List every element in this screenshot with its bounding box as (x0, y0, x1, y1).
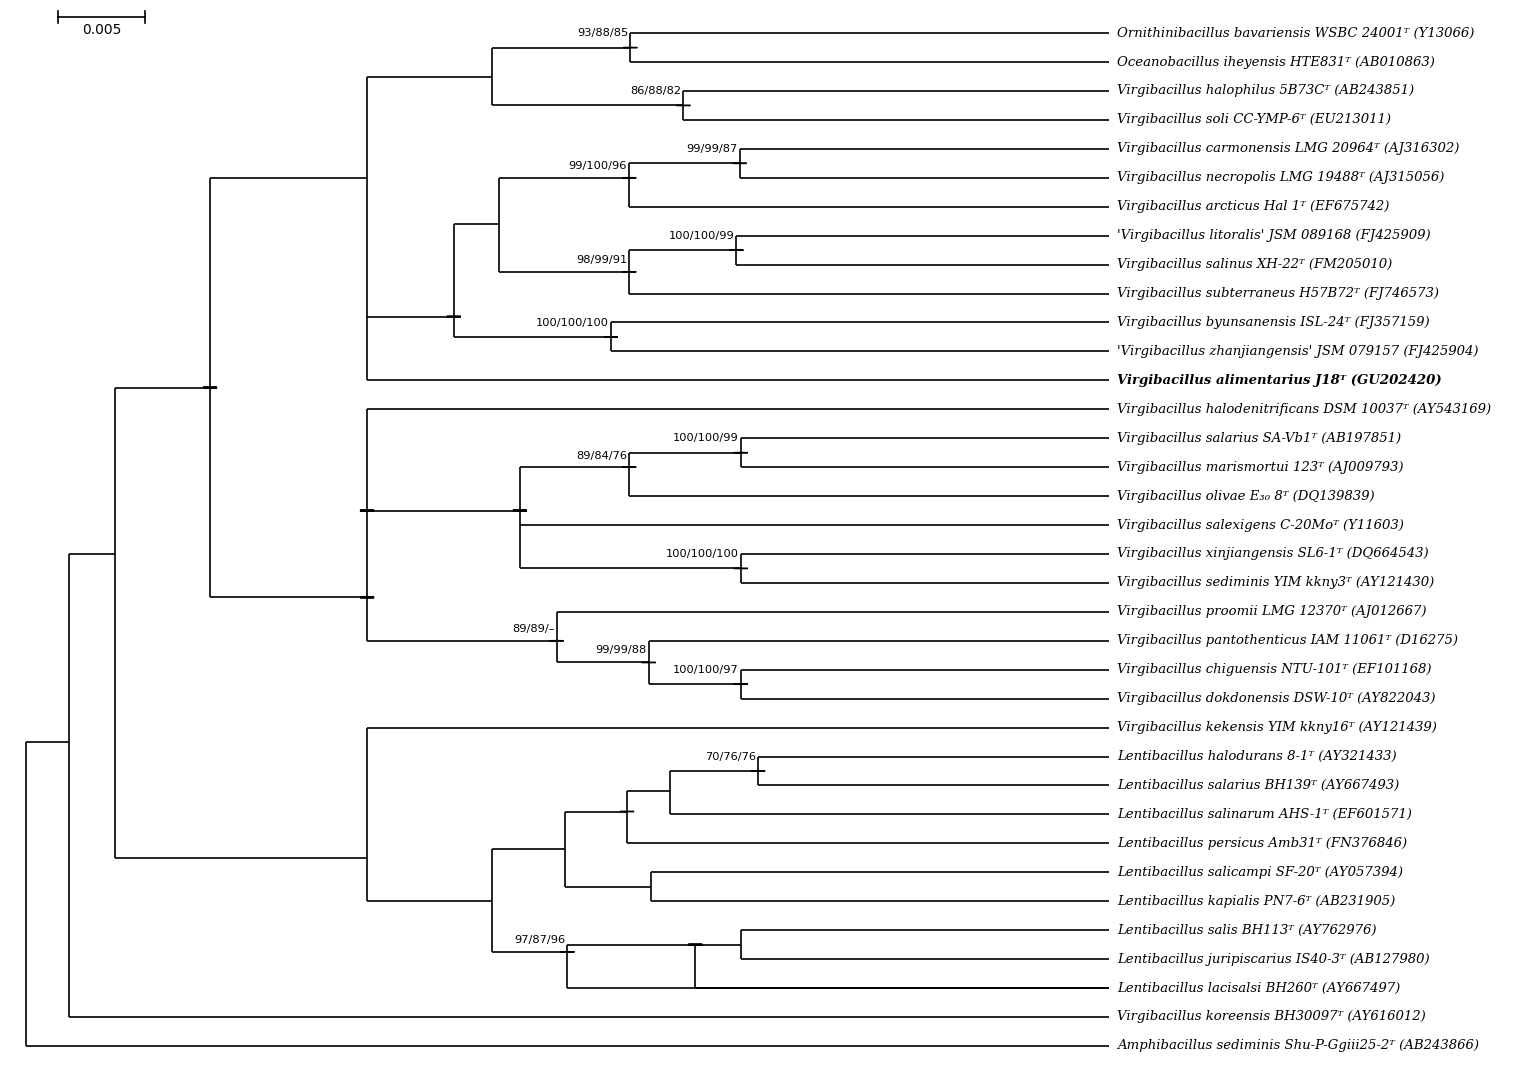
Text: 98/99/91: 98/99/91 (576, 255, 627, 264)
Text: 100/100/100: 100/100/100 (536, 317, 609, 328)
Text: Virgibacillus carmonensis LMG 20964ᵀ (AJ316302): Virgibacillus carmonensis LMG 20964ᵀ (AJ… (1116, 142, 1459, 155)
Text: Virgibacillus olivae E₃₀ 8ᵀ (DQ139839): Virgibacillus olivae E₃₀ 8ᵀ (DQ139839) (1116, 490, 1374, 503)
Text: Amphibacillus sediminis Shu-P-Ggiii25-2ᵀ (AB243866): Amphibacillus sediminis Shu-P-Ggiii25-2ᵀ… (1116, 1039, 1479, 1052)
Text: Virgibacillus halodenitrificans DSM 10037ᵀ (AY543169): Virgibacillus halodenitrificans DSM 1003… (1116, 402, 1491, 415)
Text: Lentibacillus halodurans 8-1ᵀ (AY321433): Lentibacillus halodurans 8-1ᵀ (AY321433) (1116, 750, 1397, 763)
Text: 97/87/96: 97/87/96 (515, 934, 565, 944)
Text: 'Virgibacillus zhanjiangensis' JSM 079157 (FJ425904): 'Virgibacillus zhanjiangensis' JSM 07915… (1116, 345, 1479, 358)
Text: Virgibacillus pantothenticus IAM 11061ᵀ (D16275): Virgibacillus pantothenticus IAM 11061ᵀ … (1116, 634, 1458, 647)
Text: 70/76/76: 70/76/76 (705, 752, 755, 762)
Text: Virgibacillus alimentarius J18ᵀ (GU202420): Virgibacillus alimentarius J18ᵀ (GU20242… (1116, 373, 1441, 387)
Text: Lentibacillus salis BH113ᵀ (AY762976): Lentibacillus salis BH113ᵀ (AY762976) (1116, 924, 1377, 937)
Text: 93/88/85: 93/88/85 (577, 28, 627, 39)
Text: Virgibacillus salinus XH-22ᵀ (FM205010): Virgibacillus salinus XH-22ᵀ (FM205010) (1116, 258, 1392, 271)
Text: 86/88/82: 86/88/82 (631, 86, 681, 96)
Text: 100/100/97: 100/100/97 (673, 665, 739, 675)
Text: Virgibacillus subterraneus H57B72ᵀ (FJ746573): Virgibacillus subterraneus H57B72ᵀ (FJ74… (1116, 287, 1439, 300)
Text: Lentibacillus salicampi SF-20ᵀ (AY057394): Lentibacillus salicampi SF-20ᵀ (AY057394… (1116, 865, 1403, 878)
Text: Virgibacillus soli CC-YMP-6ᵀ (EU213011): Virgibacillus soli CC-YMP-6ᵀ (EU213011) (1116, 113, 1390, 126)
Text: Virgibacillus halophilus 5B73Cᵀ (AB243851): Virgibacillus halophilus 5B73Cᵀ (AB24385… (1116, 84, 1413, 97)
Text: Lentibacillus juripiscarius IS40-3ᵀ (AB127980): Lentibacillus juripiscarius IS40-3ᵀ (AB1… (1116, 953, 1430, 966)
Text: Virgibacillus salarius SA-Vb1ᵀ (AB197851): Virgibacillus salarius SA-Vb1ᵀ (AB197851… (1116, 432, 1401, 445)
Text: 89/84/76: 89/84/76 (576, 451, 627, 461)
Text: 99/99/88: 99/99/88 (595, 645, 647, 655)
Text: 0.005: 0.005 (82, 23, 122, 37)
Text: 100/100/99: 100/100/99 (669, 231, 734, 241)
Text: 'Virgibacillus litoralis' JSM 089168 (FJ425909): 'Virgibacillus litoralis' JSM 089168 (FJ… (1116, 229, 1430, 242)
Text: Virgibacillus proomii LMG 12370ᵀ (AJ012667): Virgibacillus proomii LMG 12370ᵀ (AJ0126… (1116, 605, 1426, 618)
Text: 99/100/96: 99/100/96 (568, 162, 627, 172)
Text: Virgibacillus sediminis YIM kkny3ᵀ (AY121430): Virgibacillus sediminis YIM kkny3ᵀ (AY12… (1116, 576, 1435, 589)
Text: 89/89/–: 89/89/– (512, 624, 554, 633)
Text: Oceanobacillus iheyensis HTE831ᵀ (AB010863): Oceanobacillus iheyensis HTE831ᵀ (AB0108… (1116, 55, 1435, 69)
Text: Lentibacillus persicus Amb31ᵀ (FN376846): Lentibacillus persicus Amb31ᵀ (FN376846) (1116, 837, 1407, 850)
Text: 99/99/87: 99/99/87 (687, 145, 737, 154)
Text: Ornithinibacillus bavariensis WSBC 24001ᵀ (Y13066): Ornithinibacillus bavariensis WSBC 24001… (1116, 27, 1474, 40)
Text: Lentibacillus salinarum AHS-1ᵀ (EF601571): Lentibacillus salinarum AHS-1ᵀ (EF601571… (1116, 808, 1412, 821)
Text: Virgibacillus necropolis LMG 19488ᵀ (AJ315056): Virgibacillus necropolis LMG 19488ᵀ (AJ3… (1116, 172, 1444, 185)
Text: Lentibacillus lacisalsi BH260ᵀ (AY667497): Lentibacillus lacisalsi BH260ᵀ (AY667497… (1116, 982, 1400, 995)
Text: 100/100/99: 100/100/99 (673, 434, 739, 443)
Text: 100/100/100: 100/100/100 (666, 549, 739, 559)
Text: Virgibacillus koreensis BH30097ᵀ (AY616012): Virgibacillus koreensis BH30097ᵀ (AY6160… (1116, 1010, 1426, 1024)
Text: Virgibacillus salexigens C-20Moᵀ (Y11603): Virgibacillus salexigens C-20Moᵀ (Y11603… (1116, 519, 1404, 532)
Text: Virgibacillus arcticus Hal 1ᵀ (EF675742): Virgibacillus arcticus Hal 1ᵀ (EF675742) (1116, 201, 1389, 214)
Text: Virgibacillus byunsanensis ISL-24ᵀ (FJ357159): Virgibacillus byunsanensis ISL-24ᵀ (FJ35… (1116, 316, 1430, 329)
Text: Virgibacillus chiguensis NTU-101ᵀ (EF101168): Virgibacillus chiguensis NTU-101ᵀ (EF101… (1116, 664, 1432, 677)
Text: Virgibacillus dokdonensis DSW-10ᵀ (AY822043): Virgibacillus dokdonensis DSW-10ᵀ (AY822… (1116, 692, 1435, 706)
Text: Virgibacillus marismortui 123ᵀ (AJ009793): Virgibacillus marismortui 123ᵀ (AJ009793… (1116, 461, 1403, 474)
Text: Virgibacillus kekensis YIM kkny16ᵀ (AY121439): Virgibacillus kekensis YIM kkny16ᵀ (AY12… (1116, 721, 1436, 734)
Text: Lentibacillus salarius BH139ᵀ (AY667493): Lentibacillus salarius BH139ᵀ (AY667493) (1116, 779, 1400, 792)
Text: Virgibacillus xinjiangensis SL6-1ᵀ (DQ664543): Virgibacillus xinjiangensis SL6-1ᵀ (DQ66… (1116, 547, 1429, 560)
Text: Lentibacillus kapialis PN7-6ᵀ (AB231905): Lentibacillus kapialis PN7-6ᵀ (AB231905) (1116, 894, 1395, 907)
